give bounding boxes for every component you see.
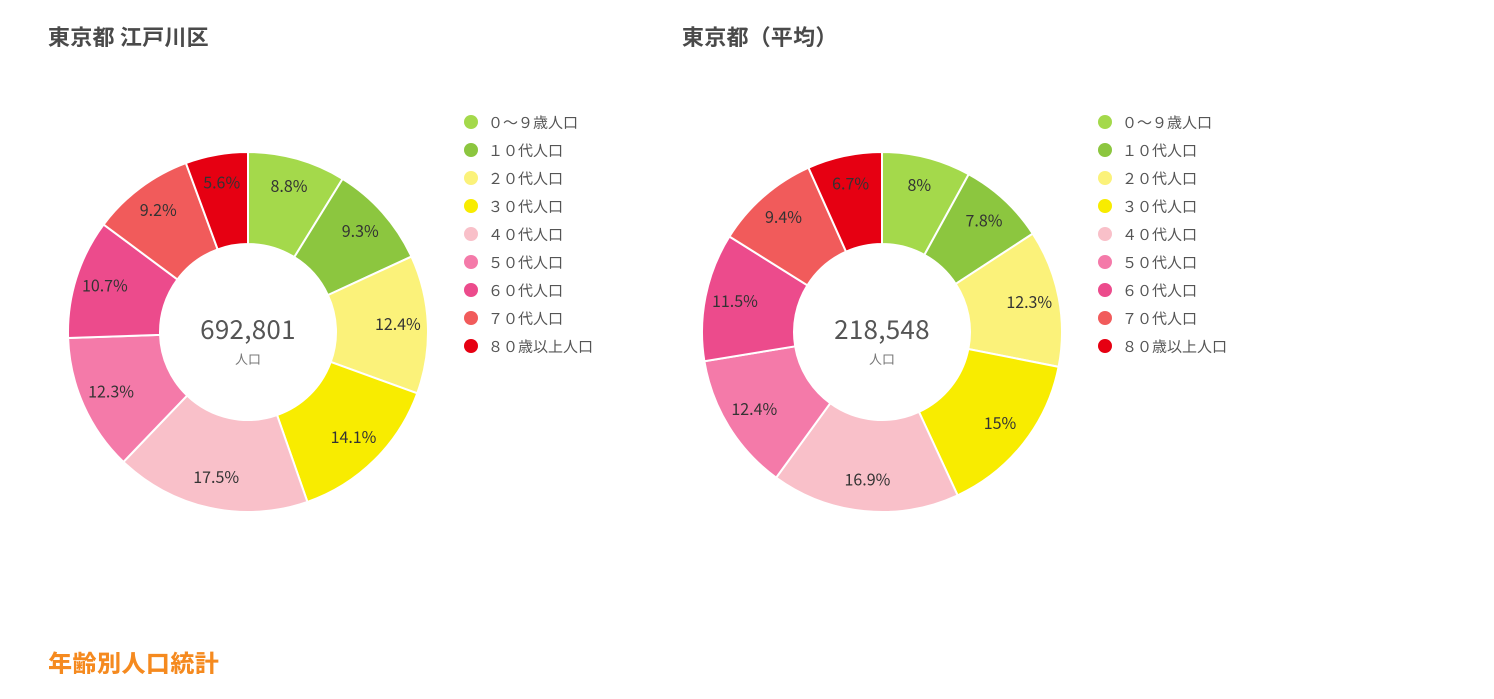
legend-label: ８０歳以上人口 (1122, 336, 1227, 357)
legend-dot-icon (464, 227, 478, 241)
chart-title-edogawa: 東京都 江戸川区 (48, 20, 209, 52)
legend-label: ７０代人口 (488, 308, 563, 329)
legend-item: ５０代人口 (1098, 248, 1227, 276)
legend-item: ３０代人口 (464, 192, 593, 220)
legend-dot-icon (1098, 115, 1112, 129)
legend-item: ７０代人口 (1098, 304, 1227, 332)
legend-label: ７０代人口 (1122, 308, 1197, 329)
charts-row: 東京都 江戸川区 8.8%9.3%12.4%14.1%17.5%12.3%10.… (0, 0, 1494, 582)
page-root: 東京都 江戸川区 8.8%9.3%12.4%14.1%17.5%12.3%10.… (0, 0, 1494, 699)
legend-label: ３０代人口 (488, 196, 563, 217)
legend-item: ５０代人口 (464, 248, 593, 276)
legend-dot-icon (464, 283, 478, 297)
legend-item: ８０歳以上人口 (1098, 332, 1227, 360)
legend-dot-icon (464, 115, 478, 129)
legend-dot-icon (464, 171, 478, 185)
legend-item: ０～９歳人口 (464, 108, 593, 136)
legend-dot-icon (1098, 255, 1112, 269)
legend-label: ６０代人口 (1122, 280, 1197, 301)
chart-and-legend-edogawa: 8.8%9.3%12.4%14.1%17.5%12.3%10.7%9.2%5.6… (48, 82, 593, 582)
legend-label: ２０代人口 (488, 168, 563, 189)
chart-column-tokyo-avg: 東京都（平均） 8%7.8%12.3%15%16.9%12.4%11.5%9.4… (682, 20, 1462, 582)
legend-label: ５０代人口 (1122, 252, 1197, 273)
legend-label: ３０代人口 (1122, 196, 1197, 217)
chart-title-tokyo-avg: 東京都（平均） (682, 20, 838, 52)
legend-dot-icon (464, 199, 478, 213)
legend-dot-icon (1098, 339, 1112, 353)
donut-svg: 8%7.8%12.3%15%16.9%12.4%11.5%9.4%6.7% (682, 82, 1082, 582)
donut-chart-tokyo-avg: 8%7.8%12.3%15%16.9%12.4%11.5%9.4%6.7% 21… (682, 82, 1082, 582)
legend-dot-icon (464, 339, 478, 353)
legend-dot-icon (1098, 311, 1112, 325)
legend-dot-icon (464, 255, 478, 269)
legend-dot-icon (1098, 171, 1112, 185)
legend-dot-icon (1098, 227, 1112, 241)
legend-item: ８０歳以上人口 (464, 332, 593, 360)
legend-label: １０代人口 (488, 140, 563, 161)
legend-label: １０代人口 (1122, 140, 1197, 161)
legend-item: ７０代人口 (464, 304, 593, 332)
legend-label: ０～９歳人口 (488, 112, 578, 133)
legend-item: ４０代人口 (464, 220, 593, 248)
legend-dot-icon (1098, 143, 1112, 157)
legend-label: ０～９歳人口 (1122, 112, 1212, 133)
legend-edogawa: ０～９歳人口 １０代人口 ２０代人口 ３０代人口 ４０代人口 ５０代人口 ６０代人口 ７０代人… (464, 108, 593, 360)
legend-label: ６０代人口 (488, 280, 563, 301)
legend-label: ５０代人口 (488, 252, 563, 273)
legend-item: ０～９歳人口 (1098, 108, 1227, 136)
legend-tokyo-avg: ０～９歳人口 １０代人口 ２０代人口 ３０代人口 ４０代人口 ５０代人口 ６０代人口 ７０代人… (1098, 108, 1227, 360)
legend-dot-icon (464, 311, 478, 325)
legend-label: ４０代人口 (488, 224, 563, 245)
legend-item: ３０代人口 (1098, 192, 1227, 220)
legend-dot-icon (464, 143, 478, 157)
legend-label: ８０歳以上人口 (488, 336, 593, 357)
chart-and-legend-tokyo-avg: 8%7.8%12.3%15%16.9%12.4%11.5%9.4%6.7% 21… (682, 82, 1227, 582)
legend-label: ２０代人口 (1122, 168, 1197, 189)
legend-item: ６０代人口 (464, 276, 593, 304)
section-title: 年齢別人口統計 (48, 644, 219, 679)
chart-column-edogawa: 東京都 江戸川区 8.8%9.3%12.4%14.1%17.5%12.3%10.… (48, 20, 682, 582)
legend-item: １０代人口 (1098, 136, 1227, 164)
legend-item: ２０代人口 (464, 164, 593, 192)
legend-item: ４０代人口 (1098, 220, 1227, 248)
legend-item: １０代人口 (464, 136, 593, 164)
legend-item: ６０代人口 (1098, 276, 1227, 304)
legend-dot-icon (1098, 199, 1112, 213)
donut-chart-edogawa: 8.8%9.3%12.4%14.1%17.5%12.3%10.7%9.2%5.6… (48, 82, 448, 582)
donut-svg: 8.8%9.3%12.4%14.1%17.5%12.3%10.7%9.2%5.6… (48, 82, 448, 582)
legend-label: ４０代人口 (1122, 224, 1197, 245)
legend-item: ２０代人口 (1098, 164, 1227, 192)
legend-dot-icon (1098, 283, 1112, 297)
